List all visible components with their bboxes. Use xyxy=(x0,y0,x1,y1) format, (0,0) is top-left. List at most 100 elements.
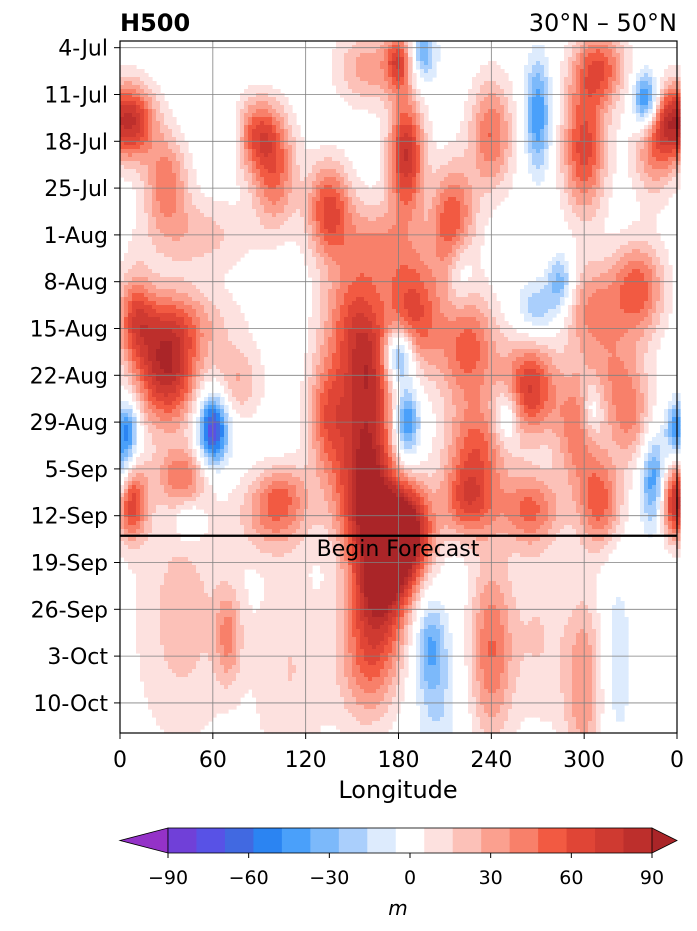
heatmap-cell xyxy=(572,113,577,118)
heatmap-cell xyxy=(364,105,369,110)
heatmap-cell xyxy=(632,145,637,150)
heatmap-cell xyxy=(136,193,141,198)
heatmap-cell xyxy=(244,109,249,114)
heatmap-cell xyxy=(420,125,425,130)
heatmap-cell xyxy=(368,193,373,198)
heatmap-cell xyxy=(380,173,385,178)
heatmap-cell xyxy=(564,89,569,94)
heatmap-cell xyxy=(644,129,649,134)
heatmap-cell xyxy=(664,89,669,94)
heatmap-cell xyxy=(504,89,509,94)
heatmap-cell xyxy=(476,197,481,202)
heatmap-cell xyxy=(560,89,565,94)
heatmap-cell xyxy=(504,189,509,194)
heatmap-cell xyxy=(140,205,145,210)
heatmap-cell xyxy=(368,249,373,254)
heatmap-cell xyxy=(668,181,673,186)
heatmap-cell xyxy=(588,81,593,86)
heatmap-cell xyxy=(144,249,149,254)
heatmap-cell xyxy=(172,117,177,122)
heatmap-cell xyxy=(180,209,185,214)
heatmap-cell xyxy=(508,85,513,90)
heatmap-cell xyxy=(432,229,437,234)
heatmap-cell xyxy=(148,157,153,162)
heatmap-cell xyxy=(336,49,341,54)
heatmap-cell xyxy=(168,129,173,134)
heatmap-cell xyxy=(324,173,329,178)
heatmap-cell xyxy=(596,117,601,122)
heatmap-cell xyxy=(180,137,185,142)
heatmap-cell xyxy=(152,205,157,210)
heatmap-cell xyxy=(240,97,245,102)
heatmap-cell xyxy=(608,77,613,82)
heatmap-cell xyxy=(496,93,501,98)
heatmap-cell xyxy=(352,65,357,70)
heatmap-cell xyxy=(348,181,353,186)
heatmap-cell xyxy=(468,213,473,218)
heatmap-cell xyxy=(128,169,133,174)
heatmap-cell xyxy=(664,117,669,122)
heatmap-cell xyxy=(172,237,177,242)
heatmap-cell xyxy=(280,205,285,210)
heatmap-cell xyxy=(672,101,677,106)
heatmap-cell xyxy=(272,125,277,130)
heatmap-cell xyxy=(176,149,181,154)
heatmap-cell xyxy=(316,185,321,190)
heatmap-cell xyxy=(560,101,565,106)
heatmap-cell xyxy=(592,209,597,214)
heatmap-cell xyxy=(184,197,189,202)
heatmap-cell xyxy=(672,145,677,150)
heatmap-cell xyxy=(296,185,301,190)
heatmap-cell xyxy=(560,153,565,158)
heatmap-cell xyxy=(148,205,153,210)
heatmap-cell xyxy=(668,93,673,98)
heatmap-cell xyxy=(636,221,641,226)
heatmap-cell xyxy=(328,165,333,170)
heatmap-cell xyxy=(288,185,293,190)
heatmap-cell xyxy=(440,153,445,158)
heatmap-cell xyxy=(612,41,617,46)
heatmap-cell xyxy=(604,253,609,258)
heatmap-cell xyxy=(252,237,257,242)
heatmap-cell xyxy=(388,81,393,86)
heatmap-cell xyxy=(376,229,381,234)
heatmap-cell xyxy=(160,205,165,210)
heatmap-cell xyxy=(504,125,509,130)
heatmap-cell xyxy=(380,125,385,130)
heatmap-cell xyxy=(328,201,333,206)
heatmap-cell xyxy=(368,93,373,98)
heatmap-cell xyxy=(568,77,573,82)
heatmap-cell xyxy=(156,233,161,238)
heatmap-cell xyxy=(212,205,217,210)
heatmap-cell xyxy=(660,141,665,146)
heatmap-cell xyxy=(340,237,345,242)
heatmap-cell xyxy=(476,85,481,90)
heatmap-cell xyxy=(584,101,589,106)
heatmap-cell xyxy=(592,181,597,186)
heatmap-cell xyxy=(332,229,337,234)
heatmap-cell xyxy=(384,241,389,246)
heatmap-cell xyxy=(348,245,353,250)
heatmap-cell xyxy=(608,41,613,46)
heatmap-cell xyxy=(304,173,309,178)
heatmap-cell xyxy=(512,169,517,174)
heatmap-cell xyxy=(432,69,437,74)
heatmap-cell xyxy=(340,229,345,234)
heatmap-cell xyxy=(564,185,569,190)
heatmap-cell xyxy=(164,237,169,242)
heatmap-cell xyxy=(312,209,317,214)
heatmap-cell xyxy=(480,133,485,138)
heatmap-cell xyxy=(492,193,497,198)
heatmap-cell xyxy=(352,57,357,62)
heatmap-cell xyxy=(580,225,585,230)
heatmap-cell xyxy=(584,117,589,122)
heatmap-cell xyxy=(540,77,545,82)
heatmap-cell xyxy=(596,137,601,142)
heatmap-cell xyxy=(404,217,409,222)
heatmap-cell xyxy=(560,205,565,210)
heatmap-cell xyxy=(576,181,581,186)
heatmap-cell xyxy=(376,113,381,118)
heatmap-cell xyxy=(676,89,681,94)
heatmap-cell xyxy=(384,73,389,78)
heatmap-cell xyxy=(580,173,585,178)
